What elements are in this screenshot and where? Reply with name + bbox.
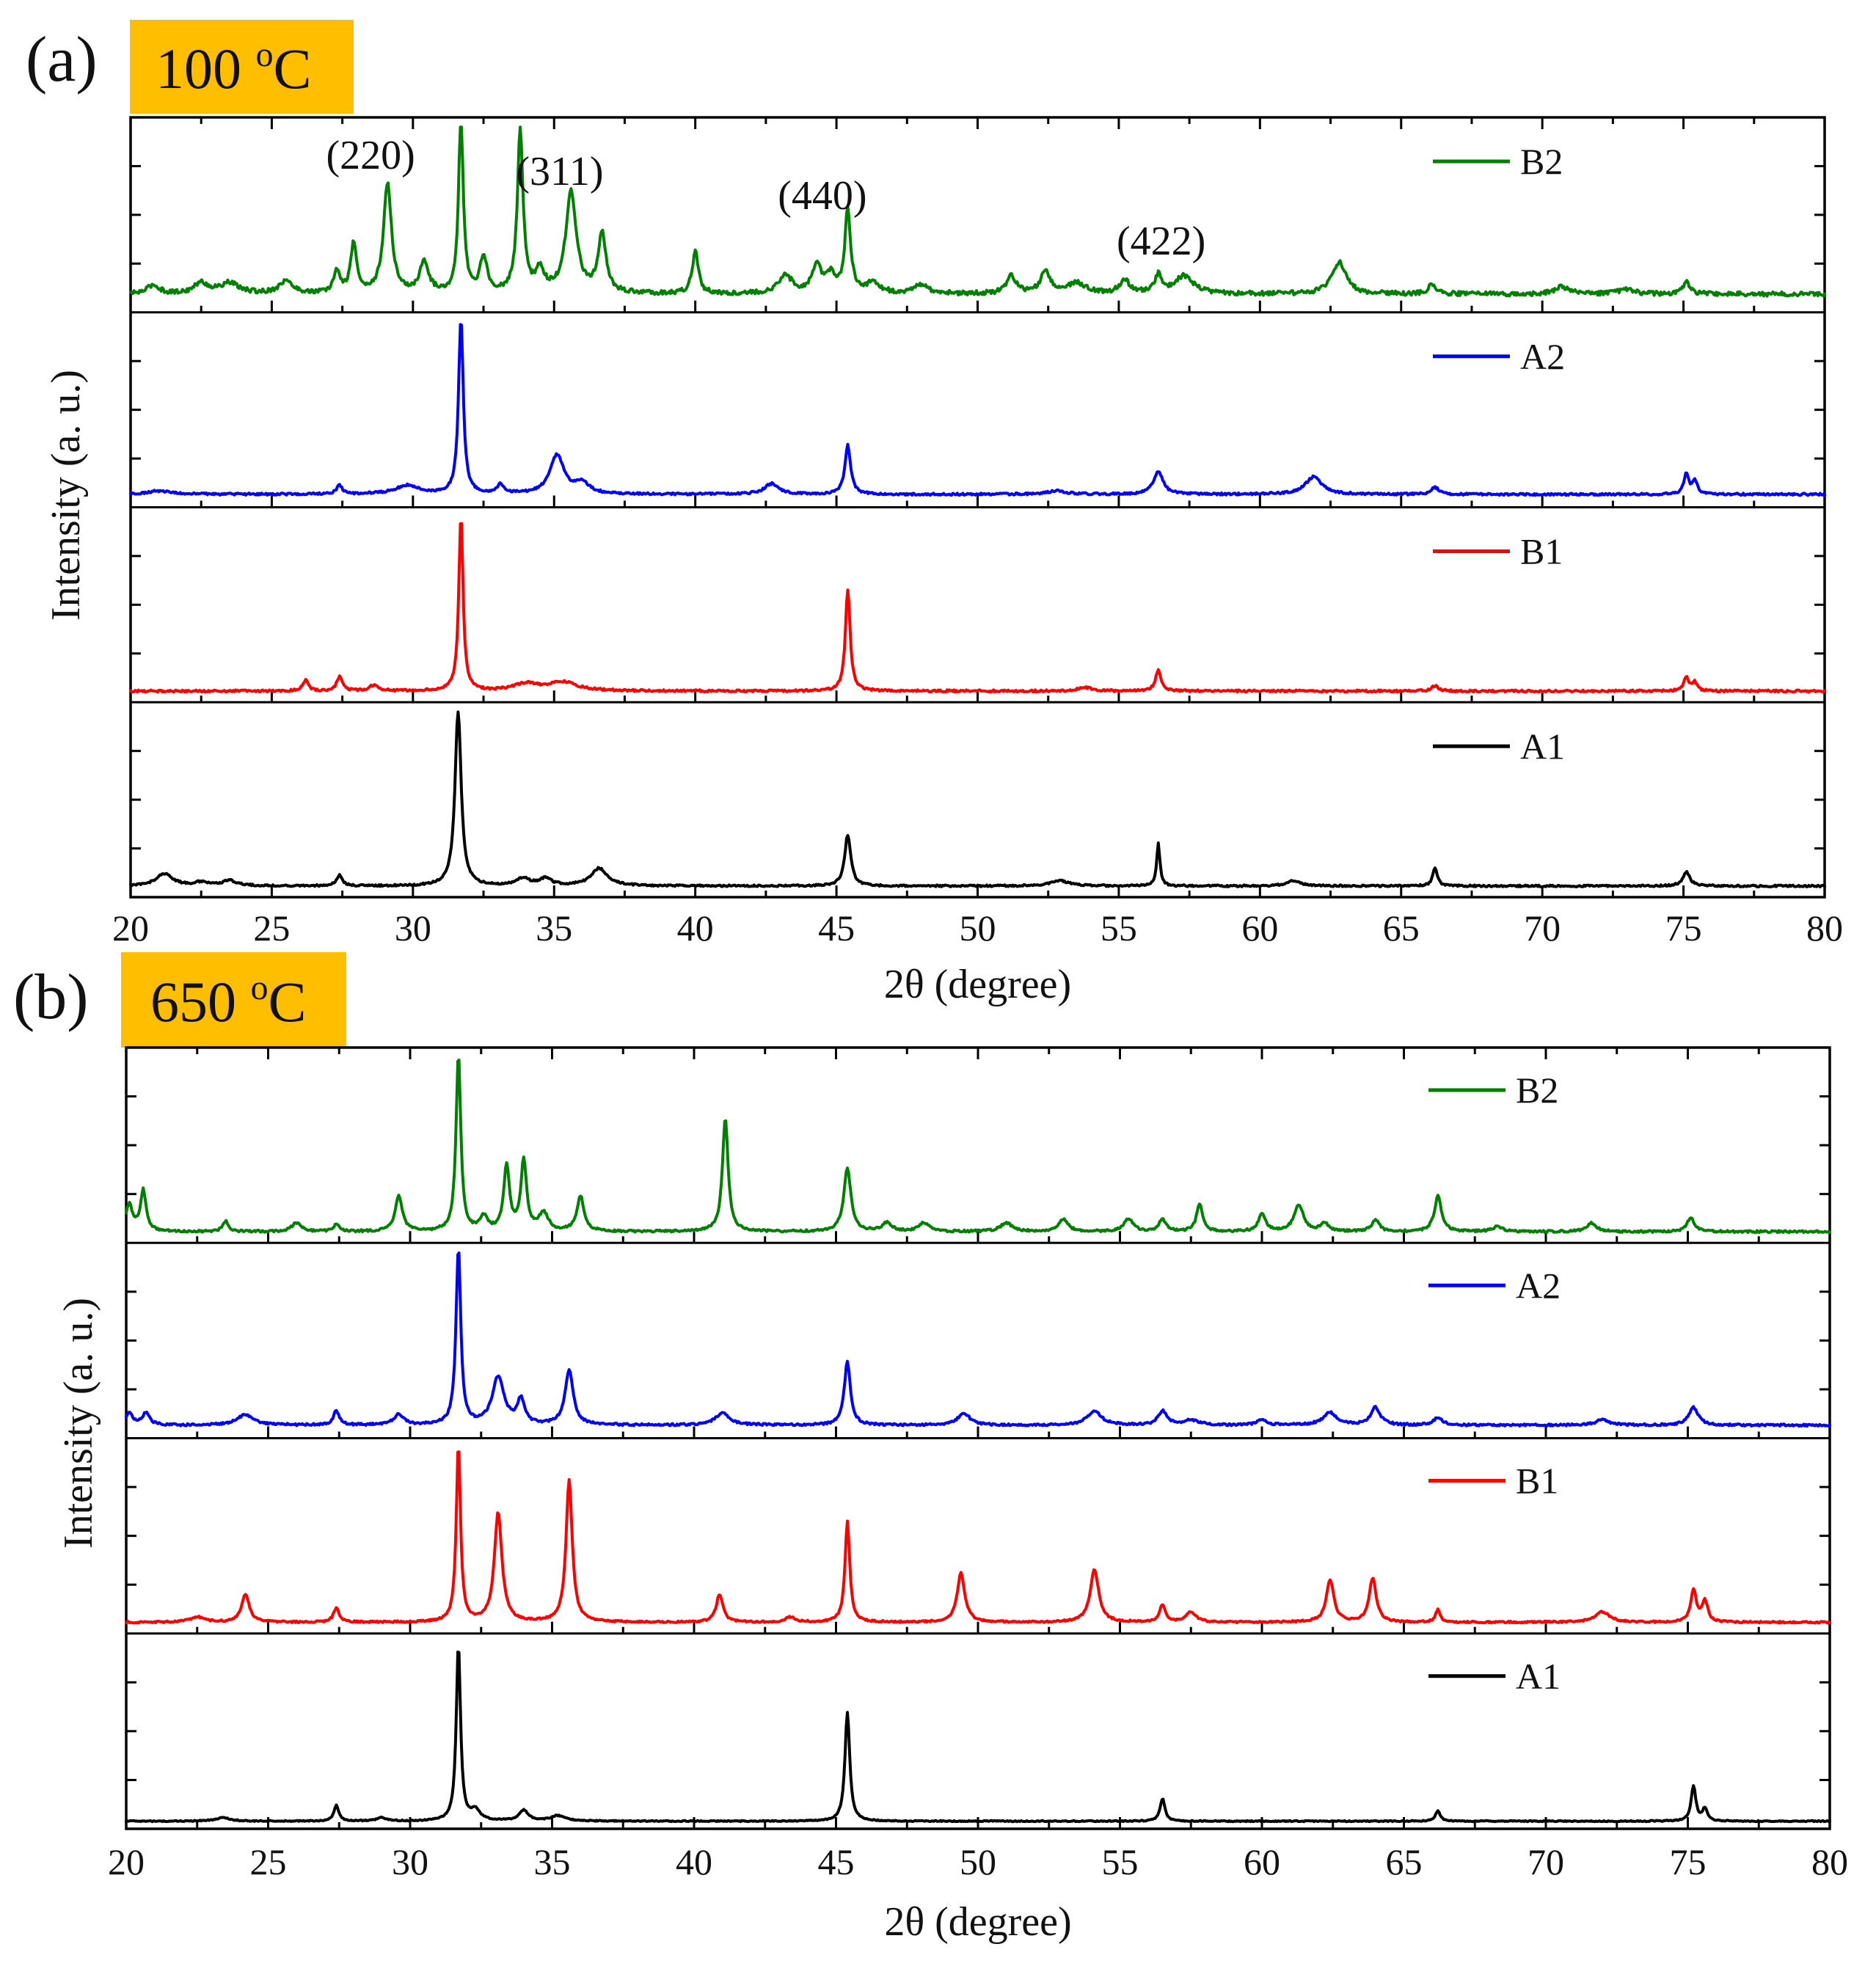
peak-annotation: (220) (326, 133, 415, 178)
trace-a1 (125, 1651, 1831, 1824)
x-tick-label: 20 (112, 907, 149, 949)
panel-a: (a) 100 oC 20 25 30 35 40 45 50 55 60 65 70 75 80 2θ (d… (26, 20, 1843, 1007)
x-tick-label: 25 (250, 1841, 287, 1882)
x-tick-label: 50 (960, 907, 996, 949)
trace-b1 (129, 522, 1826, 694)
x-tick-label: 45 (818, 1841, 855, 1882)
temperature-label: 100 oC (156, 35, 312, 101)
temperature-box (121, 952, 346, 1048)
x-tick-label: 60 (1244, 1841, 1280, 1882)
x-tick-label: 40 (676, 1841, 712, 1882)
x-tick-label: 70 (1528, 1841, 1564, 1882)
x-tick-label: 65 (1383, 907, 1420, 949)
y-axis-label: Intensity (a. u.) (43, 370, 89, 621)
legend-label-a2: A2 (1520, 336, 1565, 377)
x-tick-label: 20 (108, 1841, 145, 1882)
x-tick-label: 65 (1386, 1841, 1423, 1882)
x-tick-label: 80 (1811, 1841, 1848, 1882)
trace-b2 (129, 125, 1826, 298)
x-tick-label: 55 (1101, 907, 1137, 949)
x-tick-label: 25 (253, 907, 290, 949)
x-tick-label: 35 (536, 907, 572, 949)
x-tick-label: 45 (818, 907, 855, 949)
trace-a1 (129, 710, 1826, 888)
x-axis-label: 2θ (degree) (884, 962, 1071, 1007)
trace-b1 (125, 1450, 1831, 1625)
x-tick-label: 75 (1665, 907, 1702, 949)
legend-label-a1: A1 (1516, 1656, 1561, 1697)
trace-a2 (125, 1251, 1831, 1428)
x-tick-label: 55 (1102, 1841, 1139, 1882)
peak-annotation: (311) (516, 149, 603, 194)
panel-label: (a) (26, 24, 98, 95)
x-axis-label: 2θ (degree) (884, 1899, 1071, 1945)
panel-b: (b) 650 oC 20 25 30 35 40 45 50 55 60 65 70 75 80 2θ (d… (13, 952, 1848, 1945)
temperature-label: 650 oC (150, 968, 307, 1034)
legend-label-a1: A1 (1520, 726, 1565, 767)
x-tick-label: 80 (1806, 907, 1843, 949)
temperature-box (130, 20, 354, 114)
trace-a2 (129, 323, 1826, 497)
peak-annotation: (440) (778, 173, 866, 219)
x-tick-label: 40 (677, 907, 714, 949)
legend-label-b2: B2 (1520, 141, 1563, 182)
trace-b2 (125, 1059, 1831, 1235)
y-axis-label: Intensity (a. u.) (56, 1298, 101, 1549)
legend-label-b1: B1 (1520, 531, 1563, 572)
x-tick-label: 75 (1670, 1841, 1707, 1882)
legend-label-b2: B2 (1516, 1070, 1558, 1111)
x-tick-label: 30 (392, 1841, 428, 1882)
x-tick-label: 30 (395, 907, 431, 949)
peak-annotation: (422) (1117, 219, 1205, 264)
legend-label-b1: B1 (1516, 1461, 1558, 1502)
panel-label: (b) (13, 962, 89, 1033)
x-tick-label: 50 (960, 1841, 996, 1882)
legend-label-a2: A2 (1516, 1265, 1561, 1306)
x-tick-label: 70 (1524, 907, 1561, 949)
x-tick-label: 35 (534, 1841, 571, 1882)
x-tick-label: 60 (1241, 907, 1278, 949)
